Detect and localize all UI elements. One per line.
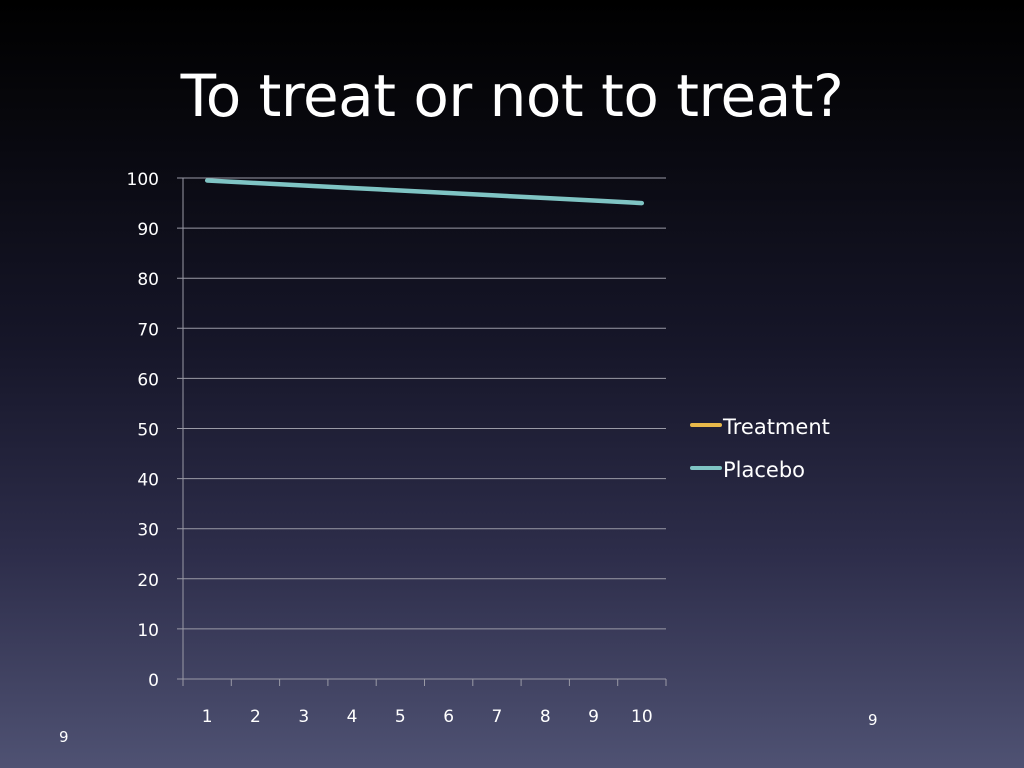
series-line-placebo <box>204 178 645 206</box>
y-tick-label: 80 <box>137 270 159 290</box>
y-tick-label: 70 <box>137 320 159 340</box>
y-tick-label: 20 <box>137 571 159 591</box>
slide-title: To treat or not to treat? <box>180 62 844 130</box>
y-tick-label: 100 <box>127 170 159 190</box>
y-tick-label: 90 <box>137 220 159 240</box>
x-tick-label: 2 <box>250 707 261 727</box>
y-tick-label: 40 <box>137 471 159 491</box>
x-tick-label: 6 <box>443 707 454 727</box>
y-tick-label: 0 <box>148 671 159 691</box>
x-tick-label: 4 <box>347 707 358 727</box>
legend-label-treatment: Treatment <box>722 415 830 439</box>
slide-number-left: 9 <box>59 728 69 746</box>
slide-number-right: 9 <box>868 711 878 729</box>
legend-label-placebo: Placebo <box>723 458 805 482</box>
x-tick-label: 10 <box>631 707 653 727</box>
y-tick-label: 60 <box>137 370 159 390</box>
y-tick-label: 30 <box>137 521 159 541</box>
x-tick-label: 5 <box>395 707 406 727</box>
x-tick-label: 7 <box>492 707 503 727</box>
x-tick-label: 1 <box>202 707 213 727</box>
x-tick-label: 9 <box>588 707 599 727</box>
y-tick-label: 50 <box>137 421 159 441</box>
y-tick-label: 10 <box>137 621 159 641</box>
x-tick-label: 3 <box>298 707 309 727</box>
x-tick-label: 8 <box>540 707 551 727</box>
